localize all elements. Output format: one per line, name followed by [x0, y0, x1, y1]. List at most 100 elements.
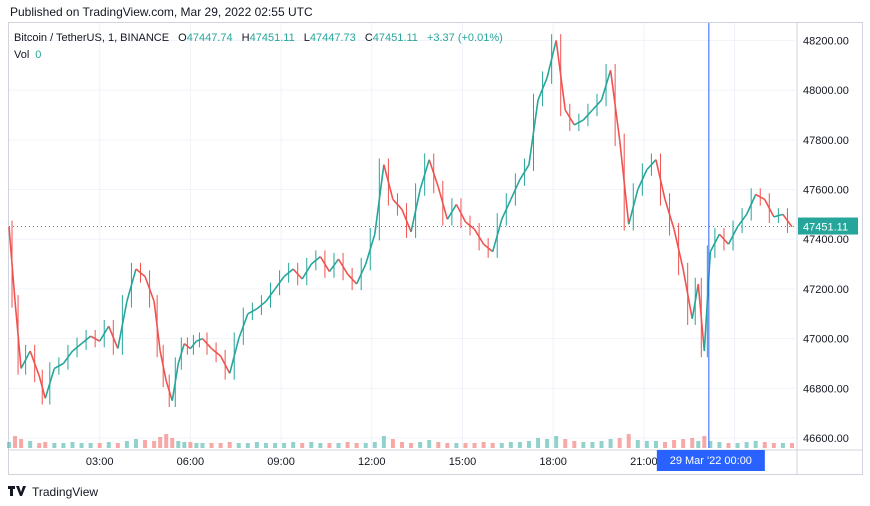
volume-bar: [97, 443, 102, 448]
volume-bar: [106, 442, 111, 448]
volume-bar: [617, 438, 622, 448]
volume-bar: [152, 441, 157, 448]
x-tick-label: 15:00: [449, 456, 477, 468]
volume-bar: [735, 443, 740, 448]
volume-bar: [427, 440, 432, 448]
volume-bar: [236, 443, 241, 448]
symbol-label[interactable]: Bitcoin / TetherUS, 1, BINANCE: [14, 32, 170, 44]
volume-bar: [563, 439, 568, 448]
volume-bar: [545, 439, 550, 448]
volume-bar: [681, 439, 686, 448]
volume-bar: [635, 440, 640, 448]
volume-bar: [517, 442, 522, 448]
x-tick-label: 18:00: [539, 456, 567, 468]
y-tick-label: 47800.00: [803, 135, 849, 147]
low-key: L: [303, 32, 310, 44]
volume-bar: [227, 442, 232, 448]
volume-legend: Vol 0: [14, 49, 41, 61]
volume-bar: [536, 438, 541, 448]
volume-bar: [608, 439, 613, 448]
volume-bar: [13, 436, 18, 448]
volume-bar: [753, 441, 758, 448]
volume-bar: [690, 438, 695, 448]
volume-bar: [273, 443, 278, 448]
volume-bar: [70, 442, 75, 448]
brand-name: TradingView: [32, 484, 99, 499]
last-price-value: 47451.11: [803, 222, 848, 234]
low-value: 47447.73: [309, 32, 356, 44]
volume-bar: [418, 442, 423, 448]
volume-bar: [454, 443, 459, 448]
volume-bar: [218, 443, 223, 448]
volume-bar: [170, 438, 175, 448]
volume-bar: [472, 443, 477, 448]
volume-bar: [7, 442, 11, 448]
ohlc-legend: Bitcoin / TetherUS, 1, BINANCE O47447.74…: [14, 32, 509, 44]
volume-bar: [176, 441, 181, 448]
volume-bar: [762, 442, 767, 448]
volume-bar: [182, 442, 187, 448]
volume-bar: [209, 443, 214, 448]
y-tick-label: 46800.00: [803, 383, 849, 395]
volume-bar: [572, 441, 577, 448]
volume-bar: [390, 439, 395, 448]
volume-bar: [789, 443, 794, 448]
volume-bar: [37, 443, 42, 448]
volume-bar: [143, 440, 148, 448]
crosshair-time-label: 29 Mar '22 00:00: [670, 455, 752, 467]
y-tick-label: 47200.00: [803, 284, 849, 296]
volume-bar: [345, 442, 350, 448]
y-tick-label: 46600.00: [803, 433, 849, 445]
volume-bar: [282, 443, 287, 448]
footer-brand[interactable]: TradingView: [8, 484, 98, 499]
last-price-tag: [798, 217, 858, 235]
high-key: H: [241, 32, 250, 44]
volume-bar: [653, 441, 658, 448]
volume-bar: [445, 443, 450, 448]
open-key: O: [178, 32, 187, 44]
volume-bar: [263, 443, 268, 448]
volume-bar: [158, 437, 163, 448]
volume-bar: [409, 443, 414, 448]
volume-bar: [554, 436, 559, 448]
volume-bar: [702, 436, 707, 448]
volume-bar: [79, 443, 84, 448]
volume-bar: [771, 443, 776, 448]
volume-value: 0: [35, 49, 42, 61]
volume-bar: [481, 442, 486, 448]
volume-bar: [327, 443, 332, 448]
y-tick-label: 47400.00: [803, 234, 849, 246]
x-tick-label: 09:00: [267, 456, 295, 468]
volume-bar: [43, 442, 48, 448]
high-value: 47451.11: [249, 32, 295, 44]
close-key: C: [364, 32, 373, 44]
y-tick-label: 48000.00: [803, 85, 849, 97]
volume-bar: [381, 436, 386, 448]
x-tick-label: 21:00: [630, 456, 658, 468]
volume-bar: [52, 443, 57, 448]
volume-bar: [200, 443, 205, 448]
volume-bar: [708, 441, 713, 448]
volume-bar: [780, 443, 785, 448]
volume-bar: [133, 439, 138, 448]
volume-bar: [717, 442, 722, 448]
volume-bar: [336, 443, 341, 448]
volume-bar: [400, 442, 404, 448]
volume-bar: [508, 442, 513, 448]
volume-bar: [28, 441, 33, 448]
y-tick-label: 48200.00: [803, 35, 849, 47]
volume-bar: [696, 441, 701, 448]
volume-bar: [526, 441, 531, 448]
y-tick-label: 47600.00: [803, 185, 849, 197]
volume-bar: [354, 443, 359, 448]
volume-bar: [672, 440, 677, 448]
volume-bar: [590, 442, 595, 448]
volume-bar: [436, 442, 441, 448]
volume-bar: [124, 441, 129, 448]
volume-bar: [363, 443, 368, 448]
volume-bar: [88, 443, 93, 448]
volume-bar: [372, 442, 377, 448]
volume-bar: [626, 434, 631, 448]
volume-label: Vol: [14, 49, 30, 61]
